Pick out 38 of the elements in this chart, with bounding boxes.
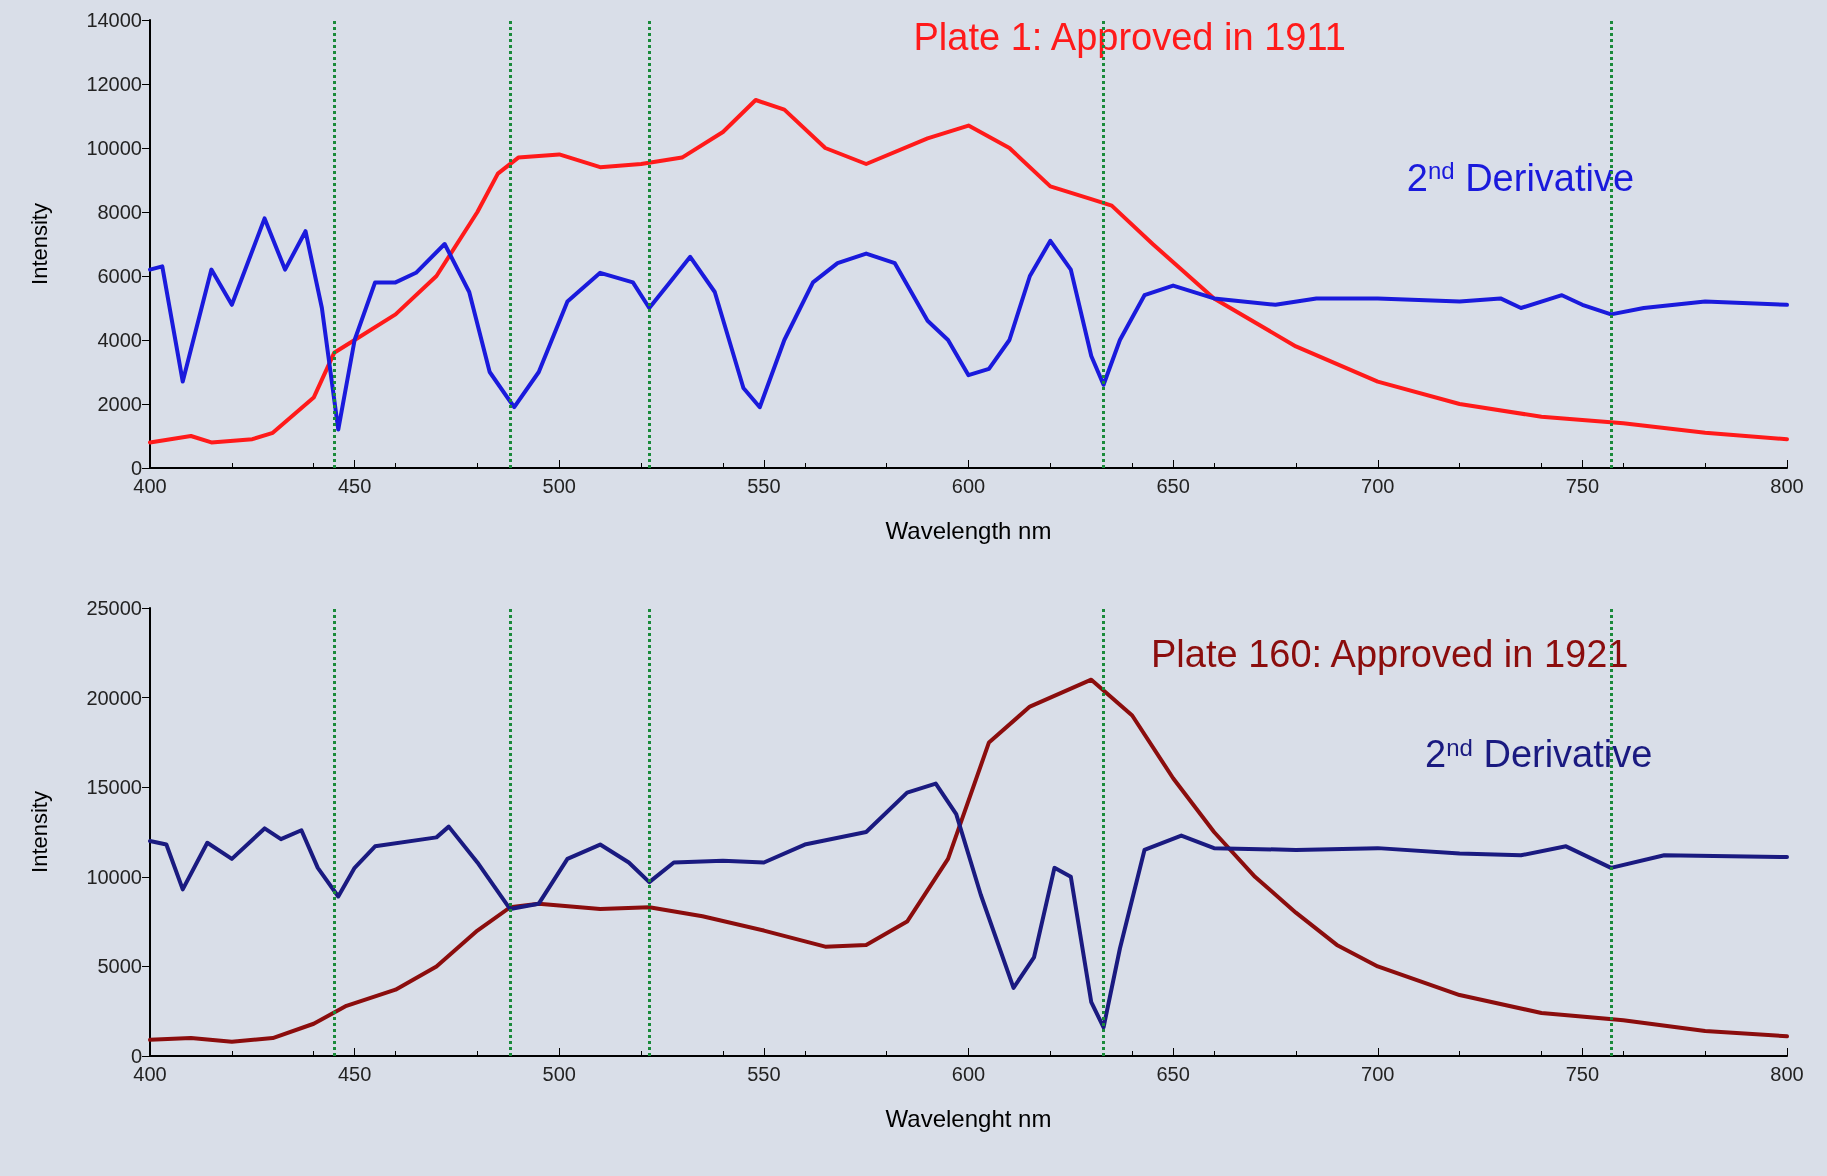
x-tick-label: 650 bbox=[1156, 1063, 1190, 1085]
y-tick-label: 12000 bbox=[86, 73, 142, 95]
y-axis-title: Intensity bbox=[26, 791, 52, 873]
x-axis-title: Wavelenght nm bbox=[885, 1104, 1052, 1132]
y-tick-label: 5000 bbox=[97, 955, 142, 978]
x-tick-label: 550 bbox=[747, 1063, 781, 1085]
x-tick-label: 550 bbox=[747, 475, 781, 497]
y-tick-label: 10000 bbox=[86, 137, 142, 159]
y-tick-label: 25000 bbox=[86, 597, 142, 619]
x-tick-label: 450 bbox=[337, 1063, 372, 1085]
x-tick-label: 650 bbox=[1156, 475, 1190, 497]
y-tick-label: 14000 bbox=[86, 9, 142, 31]
text: Plate 1: Approved in 1911 bbox=[913, 15, 1346, 58]
y-axis-title: Intensity bbox=[26, 203, 52, 285]
x-tick-label: 700 bbox=[1361, 1063, 1395, 1085]
x-axis-title: Wavelength nm bbox=[885, 516, 1052, 544]
x-tick-label: 750 bbox=[1565, 475, 1600, 497]
y-tick-label: 15000 bbox=[86, 776, 142, 799]
series-label: Plate 160: Approved in 1921 bbox=[1151, 633, 1629, 676]
x-tick-label: 800 bbox=[1770, 1063, 1804, 1085]
x-tick-label: 500 bbox=[542, 1063, 576, 1085]
x-tick-label: 500 bbox=[542, 475, 576, 497]
line-series bbox=[148, 781, 1789, 1030]
x-tick-label: 450 bbox=[337, 475, 372, 497]
y-tick-label: 4000 bbox=[97, 329, 142, 351]
x-tick-label: 600 bbox=[951, 475, 986, 497]
x-tick-label: 750 bbox=[1565, 1063, 1600, 1085]
line-series bbox=[148, 677, 1789, 1044]
x-tick-label: 700 bbox=[1361, 475, 1395, 497]
line-series bbox=[148, 216, 1789, 432]
y-tick-label: 8000 bbox=[97, 201, 142, 223]
y-tick-label: 6000 bbox=[97, 265, 142, 287]
y-tick-label: 2000 bbox=[97, 393, 142, 415]
y-tick-label: 10000 bbox=[86, 865, 142, 888]
x-tick-label: 800 bbox=[1770, 475, 1804, 497]
y-tick-label: 20000 bbox=[86, 686, 142, 709]
x-tick-label: 600 bbox=[951, 1063, 986, 1085]
line-series bbox=[148, 98, 1789, 445]
